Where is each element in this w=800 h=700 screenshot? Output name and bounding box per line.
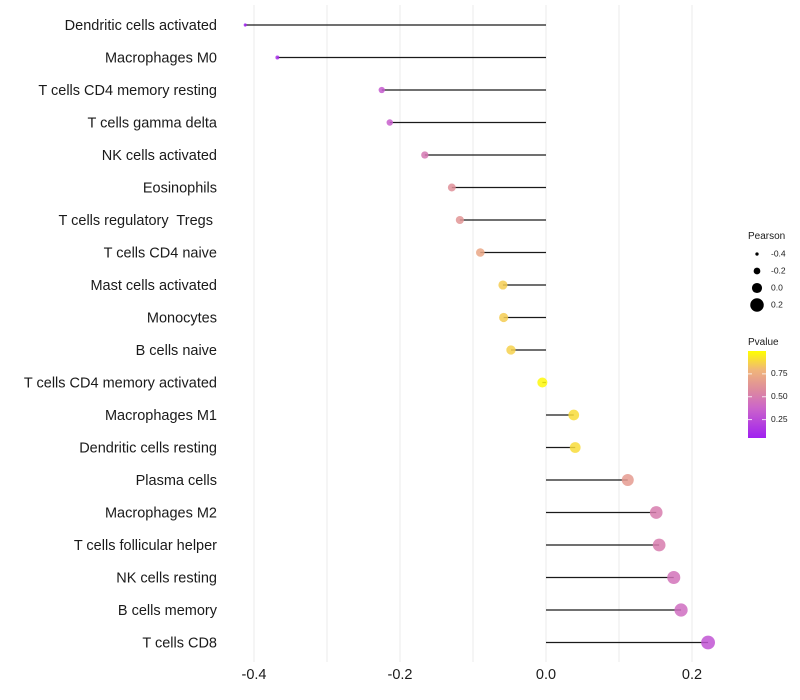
color-legend-ticks: 0.25 0.50 0.75 xyxy=(748,368,788,424)
lollipop-point xyxy=(499,312,509,323)
category-label: Monocytes xyxy=(147,310,217,326)
x-tick-label: 0.2 xyxy=(682,667,702,683)
size-legend: -0.4 -0.2 0.0 0.2 xyxy=(750,248,786,312)
lollipop-stems xyxy=(245,24,709,644)
lollipop-point xyxy=(386,119,394,126)
size-legend-key xyxy=(751,282,763,294)
category-label: T cells regulatory Tregs xyxy=(59,213,218,229)
lollipop-point xyxy=(649,506,663,519)
colorbar-label: 0.25 xyxy=(771,414,788,424)
category-label: Macrophages M1 xyxy=(105,408,217,424)
category-label: Eosinophils xyxy=(143,180,217,196)
lollipop-point xyxy=(701,635,715,650)
x-tick-label: -0.2 xyxy=(388,667,413,683)
lollipop-point xyxy=(667,570,681,585)
x-axis-tick-labels: -0.4 -0.2 0.0 0.2 xyxy=(242,667,703,683)
category-label: T cells CD4 naive xyxy=(104,245,217,261)
lollipop-point xyxy=(537,377,548,388)
lollipop-point xyxy=(621,473,634,487)
category-label: T cells CD4 memory resting xyxy=(38,83,217,99)
category-labels: Dendritic cells activated Macrophages M0 T… xyxy=(24,18,218,652)
size-legend-key xyxy=(755,252,759,256)
lollipop-point xyxy=(378,86,385,94)
lollipop-point xyxy=(275,55,280,60)
category-label: Macrophages M0 xyxy=(105,50,217,66)
lollipop-point xyxy=(506,345,516,355)
pvalue-colorbar xyxy=(748,351,766,438)
size-legend-label: 0.0 xyxy=(771,282,783,292)
lollipop-point xyxy=(455,215,464,225)
category-label: Dendritic cells activated xyxy=(65,18,217,34)
lollipop-point xyxy=(568,409,580,421)
category-label: T cells gamma delta xyxy=(88,115,218,131)
size-legend-label: -0.4 xyxy=(771,248,786,258)
category-label: B cells memory xyxy=(118,603,218,619)
category-label: Macrophages M2 xyxy=(105,505,217,521)
lollipop-point xyxy=(569,442,581,453)
lollipop-point xyxy=(674,603,688,617)
size-legend-key xyxy=(750,298,764,312)
legend: Pearson -0.4-0.20.00.2 Pvalue 0.250.500.… xyxy=(748,231,788,438)
lollipop-point xyxy=(421,151,429,159)
grid-lines xyxy=(253,5,693,662)
size-legend-title: Pearson xyxy=(748,231,785,242)
lollipop-points xyxy=(243,23,715,650)
color-legend-title: Pvalue xyxy=(748,337,779,348)
category-label: B cells naive xyxy=(136,343,217,359)
category-label: Dendritic cells resting xyxy=(79,440,217,456)
category-label: Mast cells activated xyxy=(90,278,217,294)
lollipop-point xyxy=(652,538,666,552)
lollipop-point xyxy=(243,23,247,27)
category-label: T cells CD4 memory activated xyxy=(24,375,217,391)
lollipop-point xyxy=(498,280,508,290)
colorbar-label: 0.75 xyxy=(771,368,788,378)
lollipop-point xyxy=(447,183,456,192)
x-tick-label: -0.4 xyxy=(242,667,267,683)
x-tick-label: 0.0 xyxy=(536,667,556,683)
colorbar-label: 0.50 xyxy=(771,391,788,401)
category-label: NK cells resting xyxy=(116,570,217,586)
size-legend-key xyxy=(753,267,761,275)
category-label: T cells CD8 xyxy=(142,635,217,651)
category-label: NK cells activated xyxy=(102,148,217,164)
category-label: Plasma cells xyxy=(136,473,217,489)
lollipop-point xyxy=(476,248,485,257)
size-legend-label: 0.2 xyxy=(771,299,783,309)
size-legend-label: -0.2 xyxy=(771,265,786,275)
category-label: T cells follicular helper xyxy=(74,538,217,554)
